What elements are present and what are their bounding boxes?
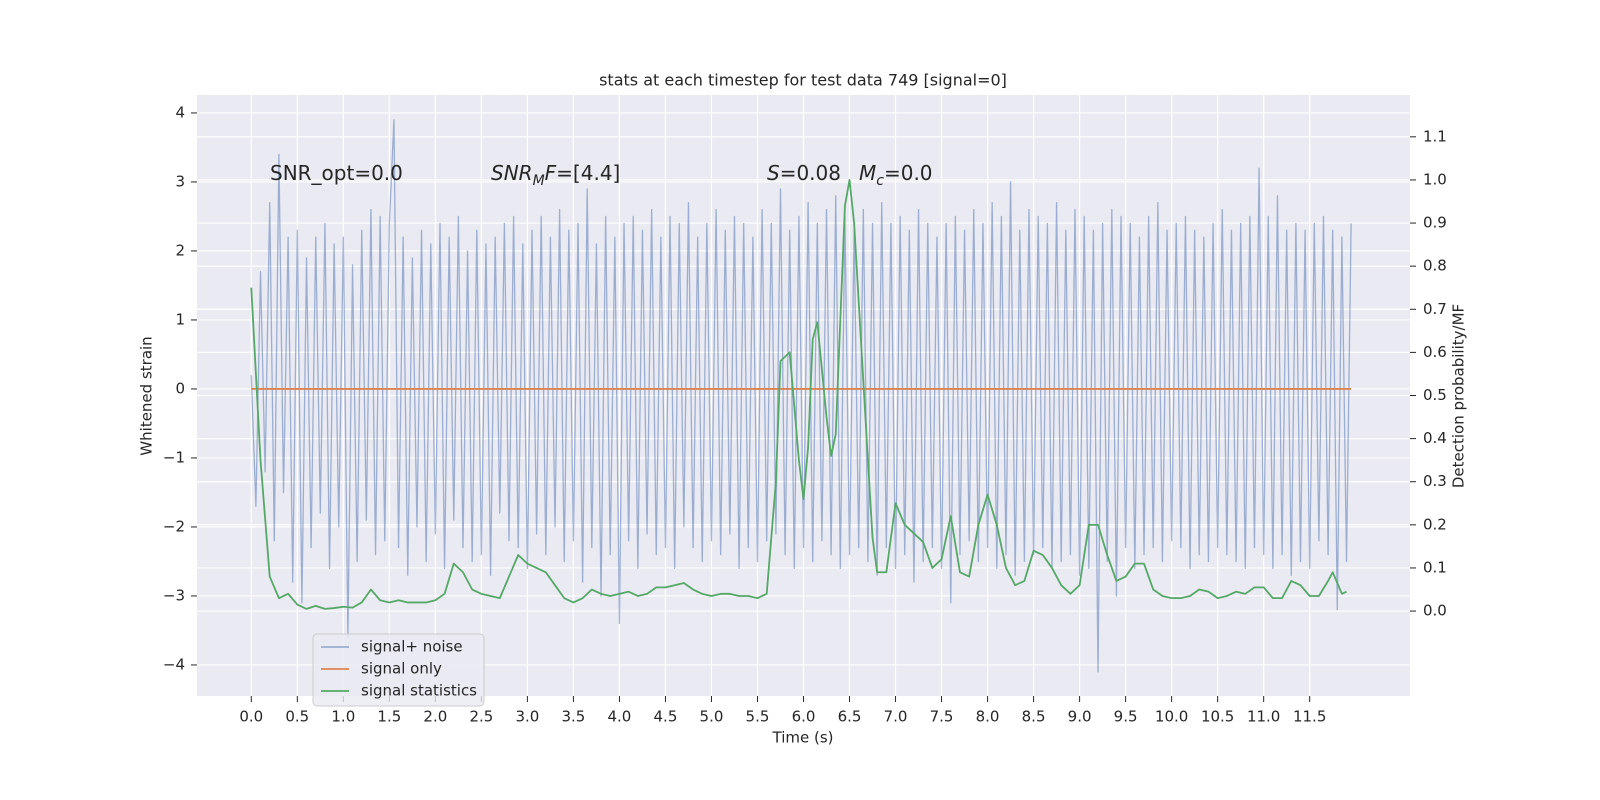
y2-tick-label: 0.9 <box>1423 214 1447 232</box>
series-line <box>250 119 1352 673</box>
legend-label: signal only <box>361 660 442 678</box>
y2-tick-label: 0.3 <box>1423 472 1447 490</box>
y2-tick-label: 0.6 <box>1423 343 1447 361</box>
annotation: S=0.08 <box>767 161 841 185</box>
y2-tick-label: 0.1 <box>1423 558 1447 576</box>
x-tick-label: 0.0 <box>239 708 263 726</box>
x-tick-label: 4.5 <box>654 708 678 726</box>
annotation-part: F <box>545 161 557 185</box>
annotation-part: =[4.4] <box>556 161 620 185</box>
legend-label: signal statistics <box>361 682 477 700</box>
x-tick-label: 4.0 <box>608 708 632 726</box>
x-tick-label: 5.5 <box>746 708 770 726</box>
y2-axis-label: Detection probability/MF <box>1450 304 1468 488</box>
x-tick-label: 11.5 <box>1293 708 1326 726</box>
x-tick-label: 8.0 <box>976 708 1000 726</box>
x-tick-label: 5.0 <box>700 708 724 726</box>
y-tick-label: 2 <box>175 241 185 259</box>
y-tick-label: −2 <box>163 517 185 535</box>
annotation-part: M <box>859 161 876 185</box>
annotation: SNRMF=[4.4] <box>491 161 620 189</box>
x-tick-label: 3.0 <box>515 708 539 726</box>
y-tick-label: −4 <box>163 655 185 673</box>
legend-box <box>312 633 485 707</box>
series-line <box>250 179 1347 610</box>
annotation-part: S <box>767 161 780 185</box>
y2-tick-label: 0.0 <box>1423 602 1447 620</box>
annotation-part: SNR <box>491 161 533 185</box>
x-tick-label: 1.0 <box>331 708 355 726</box>
x-tick-label: 10.5 <box>1201 708 1234 726</box>
y2-tick-label: 0.2 <box>1423 515 1447 533</box>
y-tick-label: 4 <box>175 103 185 121</box>
x-tick-label: 3.5 <box>561 708 585 726</box>
legend-label: signal+ noise <box>361 638 463 656</box>
x-tick-label: 8.5 <box>1022 708 1046 726</box>
annotation: Mc=0.0 <box>859 161 933 189</box>
y-tick-label: 1 <box>175 310 185 328</box>
y2-tick-label: 0.4 <box>1423 429 1447 447</box>
y2-tick-label: 1.1 <box>1423 127 1447 145</box>
x-tick-label: 6.0 <box>792 708 816 726</box>
chart-title: stats at each timestep for test data 749… <box>599 71 1007 90</box>
y-axis-label: Whitened strain <box>138 336 156 455</box>
annotation: SNR_opt=0.0 <box>270 161 403 185</box>
y2-tick-label: 0.5 <box>1423 386 1447 404</box>
x-tick-label: 2.0 <box>423 708 447 726</box>
y-tick-label: 0 <box>175 379 185 397</box>
x-tick-label: 9.5 <box>1114 708 1138 726</box>
x-tick-label: 1.5 <box>377 708 401 726</box>
annotation-part: =0.08 <box>780 161 841 185</box>
x-axis-label: Time (s) <box>772 729 834 747</box>
annotation-part: c <box>876 173 884 189</box>
x-tick-label: 0.5 <box>285 708 309 726</box>
x-tick-label: 2.5 <box>469 708 493 726</box>
x-tick-label: 9.0 <box>1068 708 1092 726</box>
x-tick-label: 10.0 <box>1155 708 1188 726</box>
x-tick-label: 6.5 <box>838 708 862 726</box>
annotation-part: SNR_opt=0.0 <box>270 161 403 185</box>
y-tick-label: −1 <box>163 448 185 466</box>
y-tick-label: −3 <box>163 586 185 604</box>
y2-tick-label: 1.0 <box>1423 170 1447 188</box>
annotation-part: M <box>533 173 545 189</box>
y-tick-label: 3 <box>175 172 185 190</box>
x-tick-label: 11.0 <box>1247 708 1280 726</box>
x-tick-label: 7.5 <box>930 708 954 726</box>
y2-tick-label: 0.8 <box>1423 257 1447 275</box>
x-tick-label: 7.0 <box>884 708 908 726</box>
y2-tick-label: 0.7 <box>1423 300 1447 318</box>
annotation-part: =0.0 <box>884 161 933 185</box>
